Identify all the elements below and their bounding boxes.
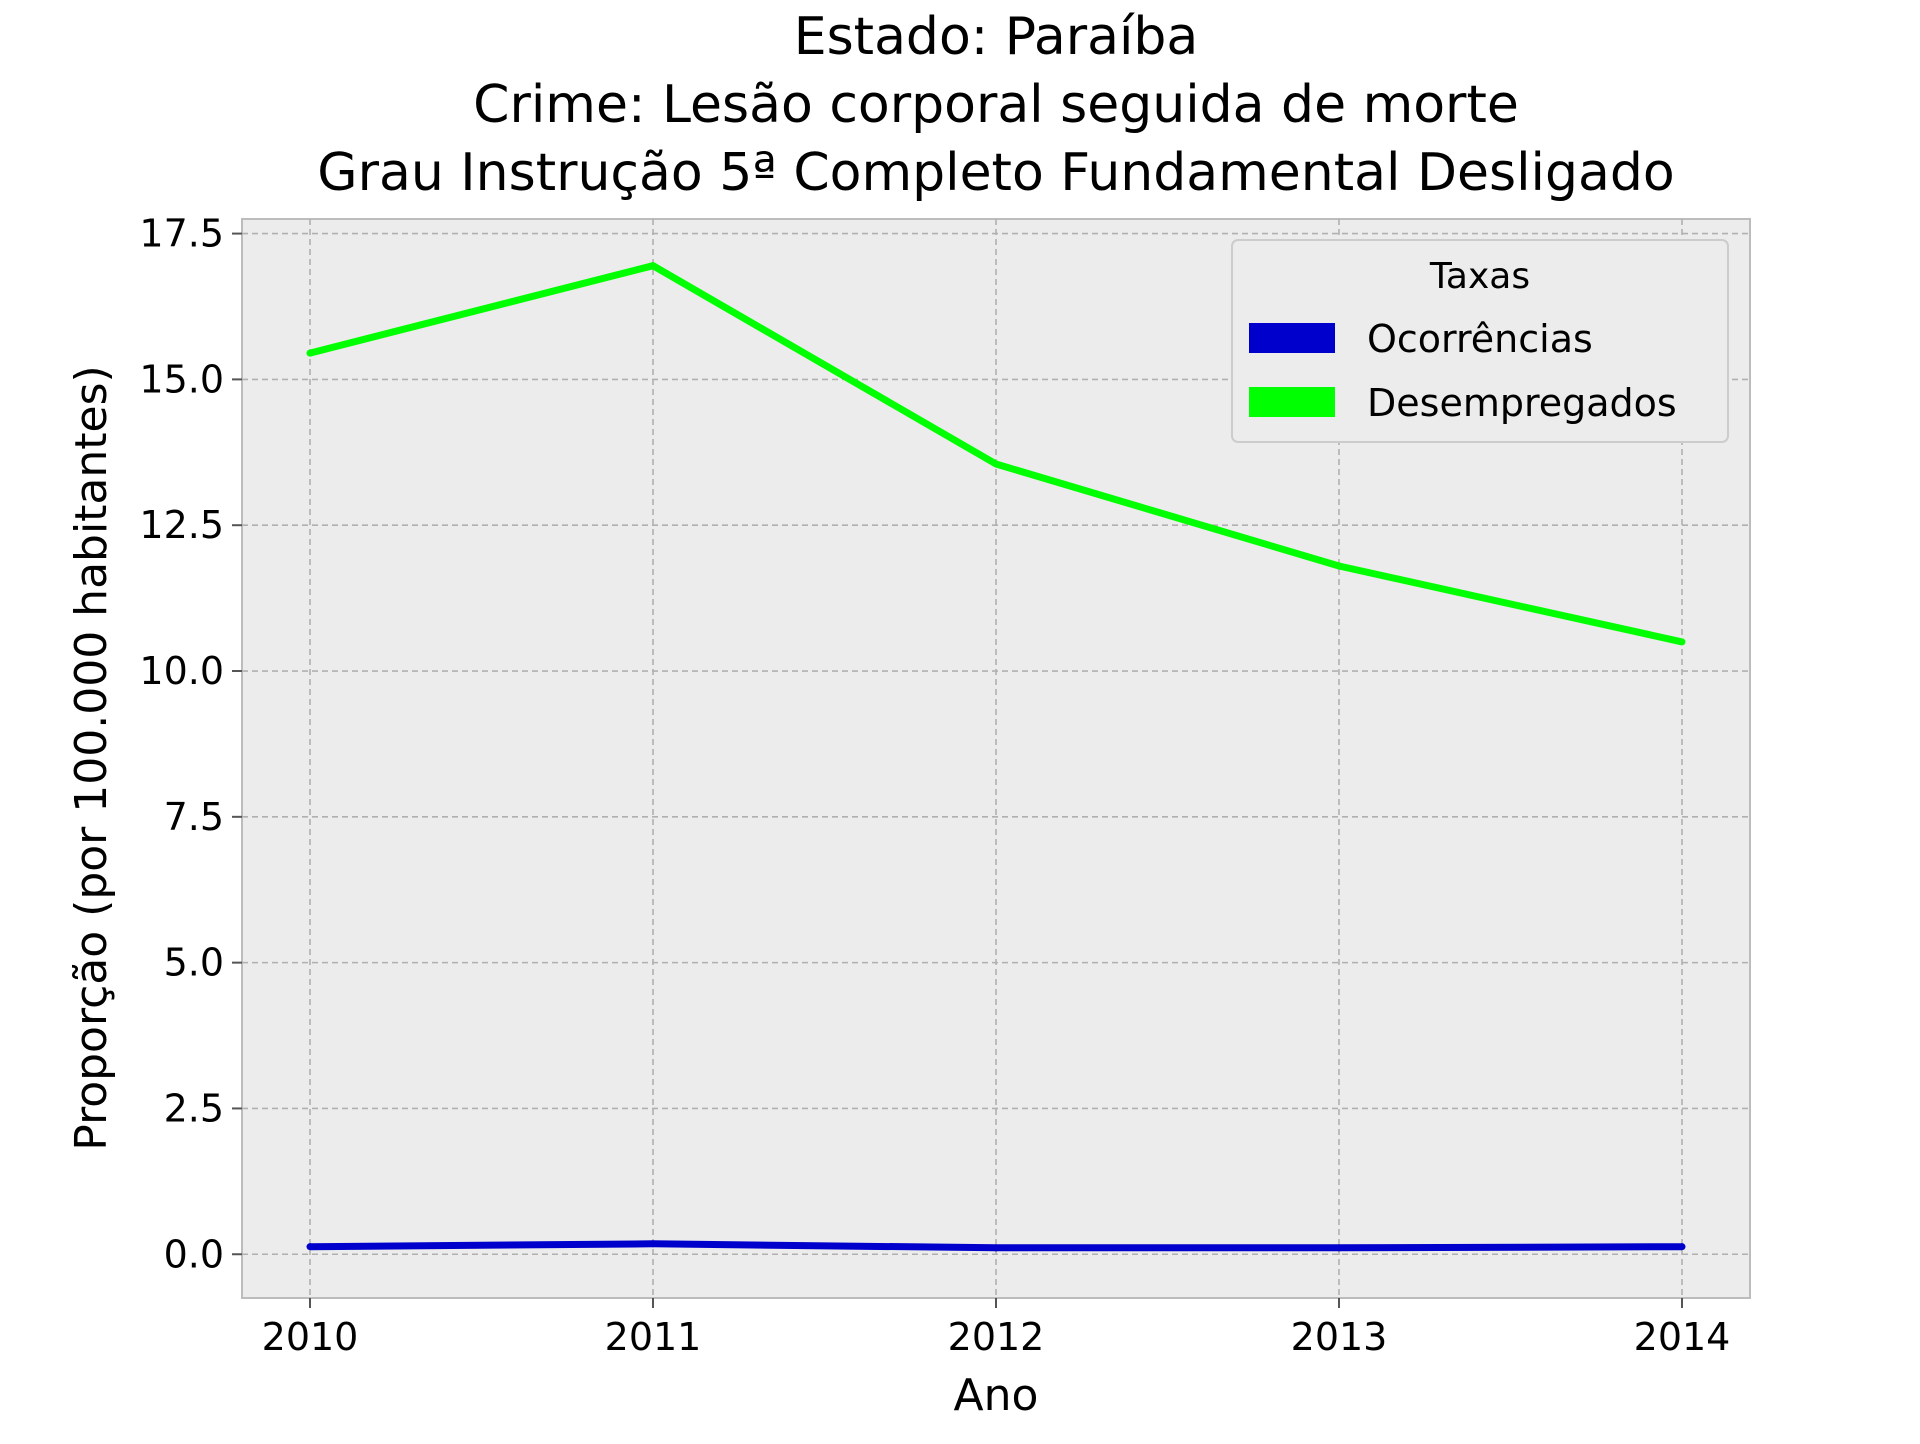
y-tick-label: 0.0	[164, 1232, 224, 1276]
axis-ticks: 2010 2011 2012 2013 2014 0.0 2.5 5.0 7.5 10.0 12.5…	[139, 212, 1730, 1359]
data-point	[306, 1243, 314, 1251]
data-point	[649, 1240, 657, 1248]
data-point	[992, 1244, 1000, 1252]
data-point	[992, 460, 1000, 468]
legend: Taxas Ocorrências Desempregados	[1231, 239, 1729, 443]
legend-box	[1231, 239, 1729, 443]
legend-title: Taxas	[1429, 256, 1530, 297]
data-point	[649, 262, 657, 270]
chart-title-line-3: Grau Instrução 5ª Completo Fundamental D…	[317, 143, 1674, 203]
data-point	[306, 349, 314, 357]
y-tick-label: 12.5	[139, 503, 224, 547]
legend-swatch-desempregados	[1249, 387, 1335, 417]
x-tick-label: 2011	[605, 1315, 702, 1359]
chart-title: Estado: Paraíba Crime: Lesão corporal se…	[317, 7, 1674, 203]
y-tick-label: 15.0	[139, 357, 224, 401]
grid-lines	[242, 219, 1750, 1298]
chart-title-line-2: Crime: Lesão corporal seguida de morte	[473, 75, 1519, 135]
data-point	[1678, 1243, 1686, 1251]
y-tick-label: 2.5	[164, 1086, 224, 1130]
x-tick-label: 2010	[262, 1315, 359, 1359]
x-tick-label: 2013	[1291, 1315, 1388, 1359]
data-point	[1335, 1244, 1343, 1252]
legend-label-desempregados: Desempregados	[1367, 381, 1677, 425]
y-tick-label: 5.0	[164, 941, 224, 985]
chart-title-line-1: Estado: Paraíba	[794, 7, 1199, 67]
legend-swatch-ocorrencias	[1249, 323, 1335, 353]
data-point	[1335, 562, 1343, 570]
series-lines	[306, 262, 1686, 1252]
x-axis-label: Ano	[954, 1370, 1039, 1421]
legend-label-ocorrencias: Ocorrências	[1367, 317, 1593, 361]
y-tick-label: 10.0	[139, 649, 224, 693]
x-tick-label: 2014	[1634, 1315, 1731, 1359]
data-point	[1678, 638, 1686, 646]
y-tick-label: 7.5	[164, 795, 224, 839]
y-axis-label: Proporção (por 100.000 habitantes)	[66, 365, 117, 1150]
y-tick-label: 17.5	[139, 212, 224, 256]
x-tick-label: 2012	[948, 1315, 1045, 1359]
